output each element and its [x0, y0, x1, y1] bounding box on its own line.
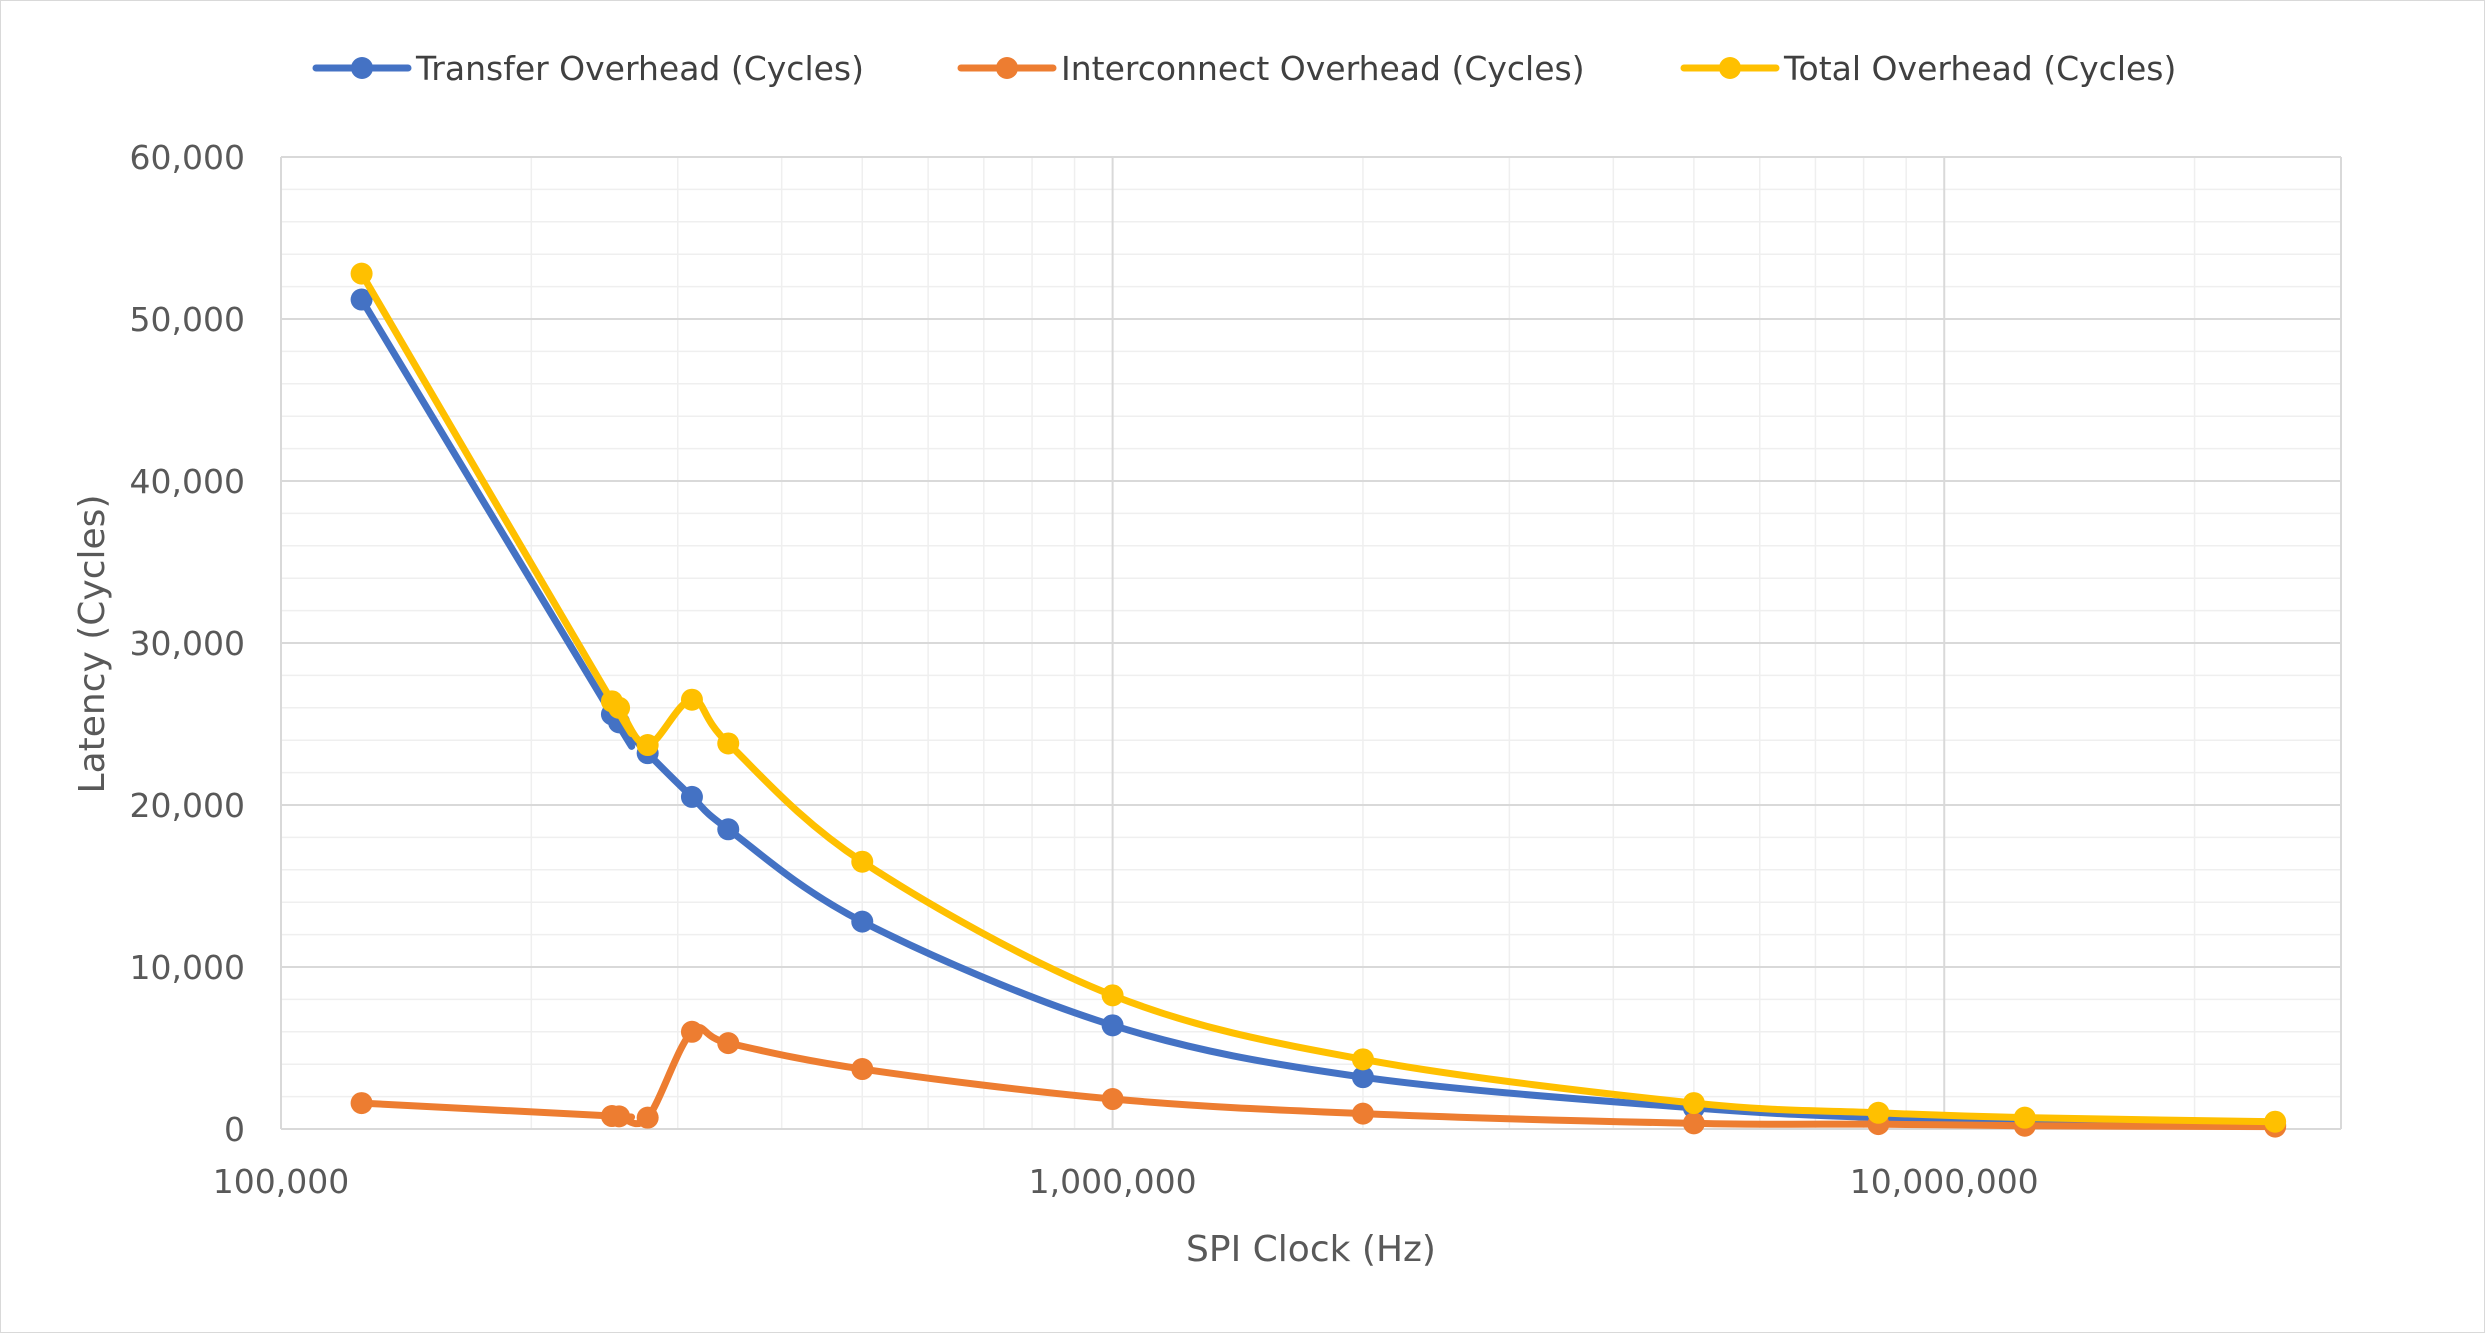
x-axis-title: SPI Clock (Hz) — [1186, 1229, 1436, 1270]
y-axis-tick-labels: 0 10,000 20,000 30,000 40,000 50,000 60,000 — [130, 138, 245, 1149]
data-point — [1351, 1066, 1374, 1089]
legend-label: Total Overhead (Cycles) — [1783, 49, 2176, 88]
y-tick-label: 20,000 — [130, 786, 245, 825]
data-point — [717, 1032, 740, 1055]
legend-label: Interconnect Overhead (Cycles) — [1061, 49, 1585, 88]
y-tick-label: 10,000 — [130, 948, 245, 987]
data-point — [636, 734, 659, 757]
series-line — [358, 270, 2279, 1126]
series-line — [358, 296, 2279, 1129]
data-point — [350, 262, 373, 285]
data-point — [2013, 1106, 2036, 1129]
data-point — [680, 688, 703, 711]
data-point — [680, 1020, 703, 1043]
data-point — [1351, 1048, 1374, 1071]
y-tick-label: 30,000 — [130, 624, 245, 663]
data-point — [717, 732, 740, 755]
data-point — [350, 1092, 373, 1115]
legend-item: Total Overhead (Cycles) — [1680, 49, 2176, 88]
x-axis-tick-labels: 100,000 1,000,000 10,000,000 — [213, 1162, 2039, 1201]
data-point — [1101, 1088, 1124, 1111]
x-tick-label: 10,000,000 — [1850, 1162, 2039, 1201]
legend-label: Transfer Overhead (Cycles) — [415, 49, 864, 88]
data-point — [717, 818, 740, 841]
legend-item: Interconnect Overhead (Cycles) — [957, 49, 1585, 88]
data-point — [1351, 1102, 1374, 1125]
legend-swatch-marker — [996, 57, 1018, 79]
legend-swatch-marker — [1719, 57, 1741, 79]
data-point — [636, 1106, 659, 1129]
data-point — [608, 696, 631, 719]
data-point — [1101, 1014, 1124, 1037]
data-point — [1682, 1112, 1705, 1135]
series-3 — [350, 262, 2287, 1133]
data-point — [1101, 984, 1124, 1007]
data-point — [608, 1105, 631, 1128]
data-point — [2264, 1110, 2287, 1133]
y-tick-label: 50,000 — [130, 300, 245, 339]
data-point — [1867, 1101, 1890, 1124]
y-axis-title: Latency (Cycles) — [72, 495, 113, 794]
y-tick-label: 40,000 — [130, 462, 245, 501]
y-tick-label: 0 — [224, 1110, 245, 1149]
data-point — [851, 910, 874, 933]
x-tick-label: 100,000 — [213, 1162, 349, 1201]
data-point — [1682, 1092, 1705, 1115]
legend-item: Transfer Overhead (Cycles) — [312, 49, 864, 88]
x-tick-label: 1,000,000 — [1029, 1162, 1197, 1201]
data-point — [851, 850, 874, 873]
y-tick-label: 60,000 — [130, 138, 245, 177]
data-point — [350, 288, 373, 311]
major-gridlines — [280, 156, 2342, 1130]
legend-swatch-marker — [351, 57, 373, 79]
series-layer — [350, 262, 2287, 1138]
data-point — [851, 1058, 874, 1081]
data-point — [680, 785, 703, 808]
legend: Transfer Overhead (Cycles) Interconnect O… — [312, 49, 2176, 88]
